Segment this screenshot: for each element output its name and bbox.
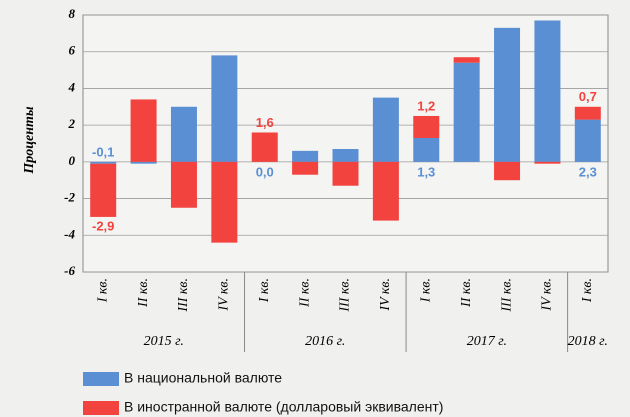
bar bbox=[372, 97, 399, 162]
x-tick-label: IV кв. bbox=[217, 278, 232, 312]
x-tick-label: IV кв. bbox=[378, 278, 393, 312]
value-label: -0,1 bbox=[92, 144, 114, 159]
value-label: 2,3 bbox=[579, 164, 597, 179]
x-tick-label: II кв. bbox=[136, 278, 151, 308]
x-tick-label: III кв. bbox=[176, 278, 191, 313]
bar bbox=[130, 99, 157, 162]
y-tick-label: 0 bbox=[69, 153, 76, 168]
bar bbox=[170, 161, 197, 208]
bar bbox=[372, 161, 399, 221]
x-tick-label: IV кв. bbox=[540, 278, 555, 312]
bar bbox=[413, 137, 440, 162]
bar bbox=[534, 20, 561, 162]
value-label: 1,6 bbox=[256, 115, 274, 130]
bar bbox=[170, 106, 197, 162]
bar bbox=[332, 161, 359, 186]
y-tick-label: 4 bbox=[68, 79, 76, 94]
bar bbox=[574, 106, 601, 120]
x-tick-label: I кв. bbox=[580, 278, 595, 303]
y-tick-label: 8 bbox=[69, 6, 76, 21]
bar bbox=[413, 115, 440, 138]
plot-area bbox=[82, 14, 609, 273]
y-tick-label: -4 bbox=[64, 226, 75, 241]
bar bbox=[90, 163, 117, 217]
legend-label: В национальной валюте bbox=[124, 370, 282, 386]
bar bbox=[292, 161, 319, 175]
bar bbox=[90, 161, 117, 164]
x-tick-label: II кв. bbox=[459, 278, 474, 308]
legend-label: В иностранной валюте (долларовый эквивал… bbox=[124, 399, 443, 415]
bar bbox=[251, 132, 278, 162]
y-tick-label: 2 bbox=[68, 116, 76, 131]
y-tick-label: -6 bbox=[64, 263, 75, 278]
bar bbox=[494, 27, 521, 162]
legend-swatch bbox=[83, 372, 119, 386]
bar bbox=[130, 161, 157, 164]
y-axis-label: Проценты bbox=[22, 106, 37, 175]
value-label: 0,7 bbox=[579, 89, 597, 104]
group-label: 2015 г. bbox=[144, 334, 184, 349]
bar bbox=[574, 119, 601, 162]
bar bbox=[534, 161, 561, 164]
x-tick-label: I кв. bbox=[95, 278, 110, 303]
bar bbox=[292, 150, 319, 162]
group-label: 2016 г. bbox=[305, 334, 345, 349]
group-label: 2017 г. bbox=[467, 334, 507, 349]
x-tick-label: I кв. bbox=[257, 278, 272, 303]
value-label: 0,0 bbox=[256, 164, 274, 179]
y-tick-label: 6 bbox=[69, 43, 76, 58]
x-tick-label: III кв. bbox=[338, 278, 353, 313]
value-label: 1,2 bbox=[417, 98, 435, 113]
x-tick-label: I кв. bbox=[418, 278, 433, 303]
legend-swatch bbox=[83, 401, 119, 415]
x-tick-label: III кв. bbox=[499, 278, 514, 313]
value-label: 1,3 bbox=[417, 164, 435, 179]
x-tick-label: II кв. bbox=[297, 278, 312, 308]
bar bbox=[332, 149, 359, 162]
group-label: 2018 г. bbox=[568, 334, 608, 349]
y-tick-label: -2 bbox=[64, 190, 75, 205]
bar bbox=[211, 55, 238, 162]
bar bbox=[494, 161, 521, 181]
bar bbox=[453, 62, 480, 162]
value-label: -2,9 bbox=[92, 218, 114, 233]
bar bbox=[211, 161, 238, 243]
bar bbox=[453, 57, 480, 63]
